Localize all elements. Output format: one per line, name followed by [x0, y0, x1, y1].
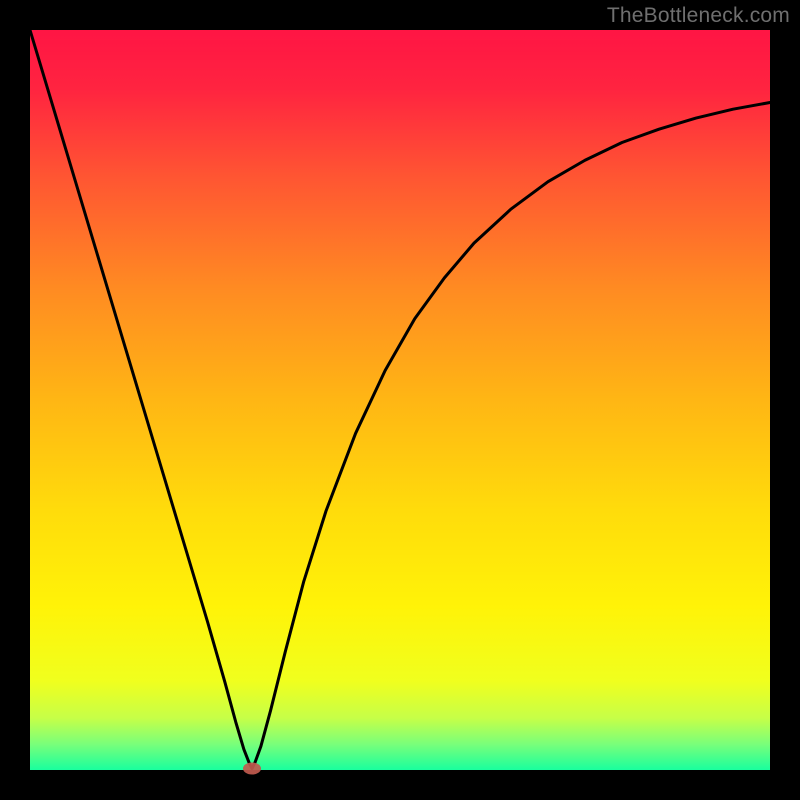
bottleneck-chart: TheBottleneck.com [0, 0, 800, 800]
minimum-marker [243, 763, 261, 775]
chart-svg [0, 0, 800, 800]
watermark-text: TheBottleneck.com [607, 4, 790, 28]
